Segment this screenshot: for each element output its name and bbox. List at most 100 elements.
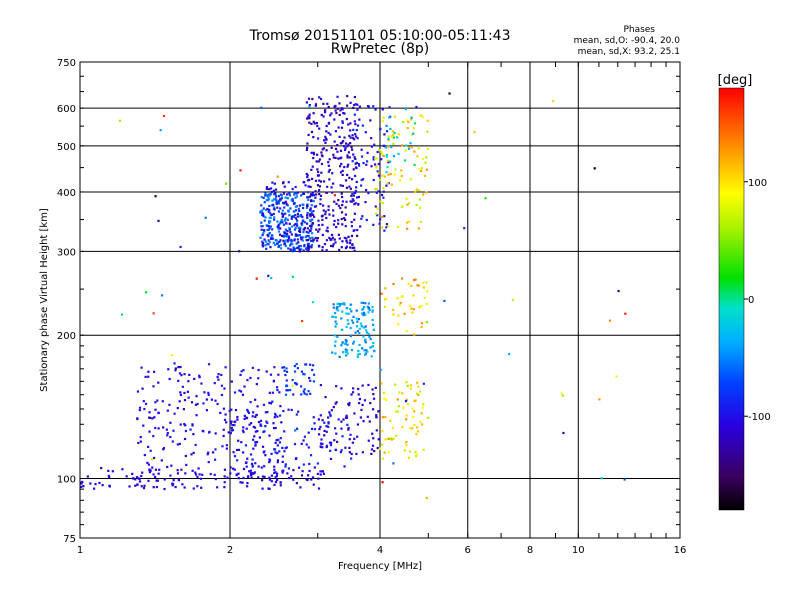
data-point (346, 154, 349, 157)
data-point (372, 397, 376, 400)
data-point (324, 141, 327, 144)
data-point (192, 487, 195, 490)
data-point (364, 302, 367, 305)
data-point (267, 193, 271, 196)
data-point (226, 476, 229, 479)
data-point (359, 225, 362, 228)
data-point (267, 274, 270, 277)
data-point (277, 373, 280, 376)
data-point (241, 393, 244, 396)
data-point (267, 225, 270, 228)
data-point (349, 326, 352, 330)
colorbar-tick-label: 100 (748, 178, 767, 189)
data-point (279, 220, 282, 223)
data-point (308, 462, 311, 466)
data-point (420, 167, 424, 170)
data-point (269, 187, 273, 190)
data-point (275, 242, 279, 245)
data-point (345, 340, 348, 343)
data-point (385, 297, 388, 300)
data-point (345, 117, 348, 121)
data-point (340, 449, 343, 452)
data-point (392, 462, 395, 465)
data-point (308, 105, 311, 108)
data-point (274, 238, 277, 242)
data-point (284, 228, 288, 231)
data-point (162, 426, 165, 429)
data-point (270, 237, 273, 240)
data-point (196, 402, 199, 406)
data-point (352, 199, 355, 202)
data-point (341, 200, 344, 203)
data-point (356, 353, 360, 356)
data-point (413, 423, 416, 427)
data-point (279, 484, 282, 487)
data-point (288, 194, 292, 197)
data-point (333, 427, 337, 430)
data-point (385, 146, 388, 149)
data-point (361, 403, 364, 407)
data-point (270, 234, 274, 237)
data-point (361, 215, 364, 218)
data-point (336, 95, 339, 98)
data-point (381, 481, 384, 484)
data-point (600, 477, 603, 480)
data-point (94, 483, 97, 486)
data-point (250, 462, 254, 465)
data-point (358, 331, 361, 335)
data-point (233, 391, 237, 394)
data-point (281, 182, 285, 185)
data-point (384, 438, 387, 441)
data-point (375, 166, 378, 169)
data-point (311, 368, 314, 372)
data-point (167, 368, 170, 371)
data-point (341, 240, 344, 243)
data-point (351, 246, 354, 250)
data-point (356, 320, 359, 323)
data-point (317, 219, 320, 222)
data-point (231, 423, 234, 427)
data-point (419, 420, 422, 424)
data-point (255, 440, 259, 444)
data-point (327, 131, 330, 134)
data-point (328, 441, 332, 444)
colorbar-tick-label: 0 (748, 295, 754, 306)
data-point (316, 137, 320, 140)
data-point (346, 165, 349, 168)
data-point (142, 424, 145, 427)
data-point (263, 475, 266, 478)
data-point (344, 246, 348, 250)
data-point (379, 368, 382, 371)
data-point (338, 135, 341, 139)
data-point (361, 451, 364, 454)
data-point (373, 349, 376, 353)
data-point (307, 185, 310, 188)
data-point (246, 485, 249, 488)
data-point (311, 97, 314, 101)
data-point (285, 370, 289, 373)
data-point (294, 222, 297, 226)
data-point (274, 441, 277, 445)
data-point (273, 465, 276, 468)
data-point (245, 416, 249, 420)
data-point (311, 236, 314, 239)
data-point (259, 236, 262, 239)
data-point (303, 221, 306, 224)
data-point (333, 238, 336, 241)
data-point (384, 416, 387, 419)
data-point (285, 367, 288, 370)
data-point (286, 229, 289, 233)
data-point (337, 222, 340, 225)
data-point (344, 146, 347, 150)
data-point (340, 107, 343, 110)
data-point (422, 448, 425, 451)
data-point (359, 416, 362, 419)
data-point (315, 121, 319, 125)
data-point (365, 331, 369, 334)
data-point (321, 470, 324, 473)
data-point (327, 416, 330, 419)
data-point (333, 334, 336, 337)
data-point (276, 478, 279, 482)
data-point (158, 468, 161, 471)
data-point (276, 459, 280, 462)
